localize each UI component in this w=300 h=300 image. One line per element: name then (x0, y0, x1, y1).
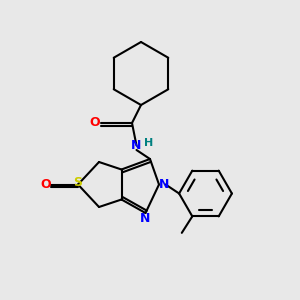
Text: N: N (140, 212, 151, 225)
Text: H: H (145, 138, 154, 148)
Text: N: N (131, 139, 142, 152)
Text: O: O (40, 178, 51, 191)
Text: O: O (90, 116, 101, 130)
Text: S: S (74, 176, 82, 190)
Text: N: N (159, 178, 170, 191)
